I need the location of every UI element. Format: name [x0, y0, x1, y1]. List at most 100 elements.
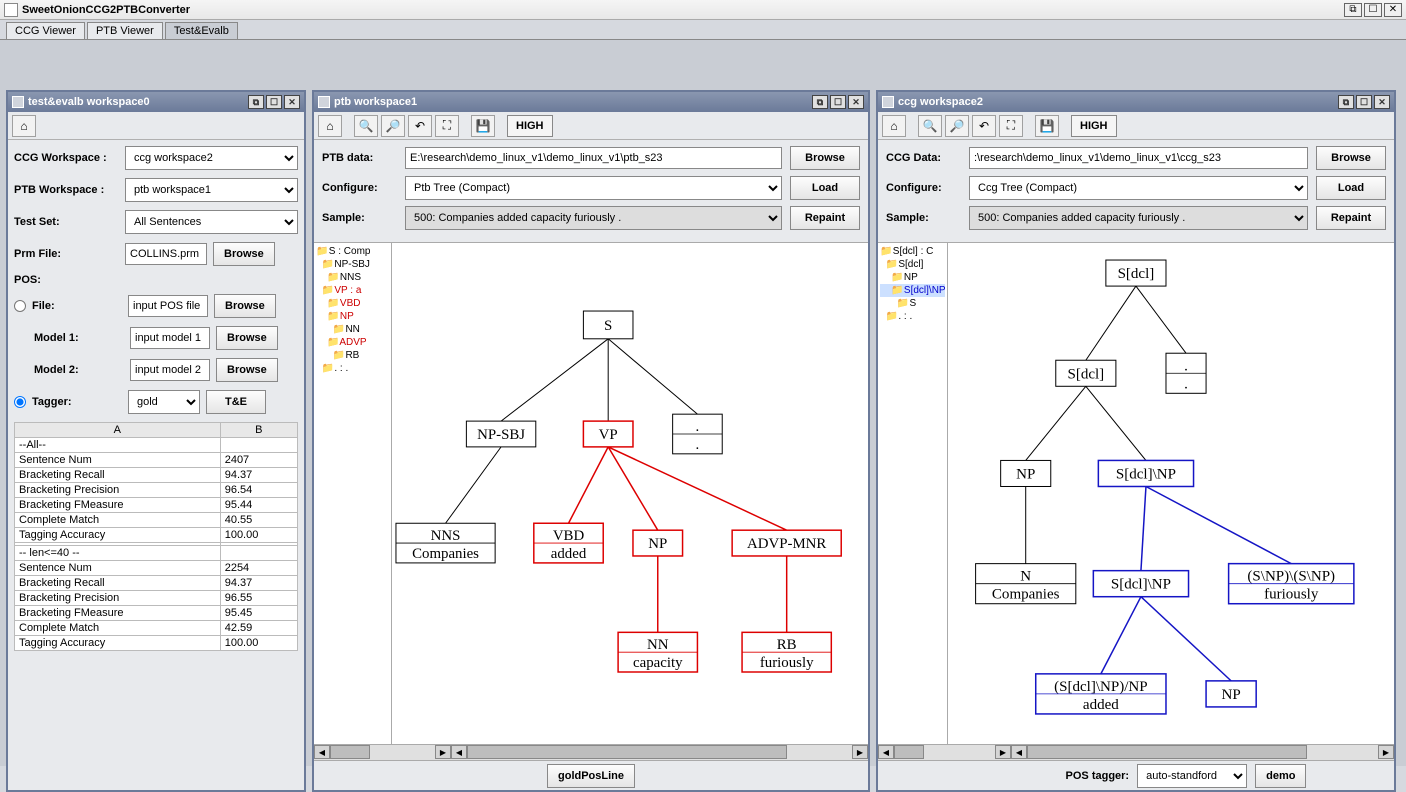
model1-browse-button[interactable]: Browse	[216, 326, 278, 350]
tree-node[interactable]: 📁 NNS	[316, 271, 389, 284]
tree-node[interactable]: 📁 VBD	[316, 297, 389, 310]
ptb-data-input[interactable]	[405, 147, 782, 169]
maximize-icon[interactable]: ☐	[266, 95, 282, 109]
home-icon[interactable]: ⌂	[318, 115, 342, 137]
config-form: CCG Workspace : ccg workspace2 PTB Works…	[8, 140, 304, 657]
tree-outline[interactable]: 📁 S[dcl] : C 📁 S[dcl] 📁 NP 📁 S[dcl]\NP 📁…	[878, 243, 948, 744]
tree-node[interactable]: 📁 . : .	[880, 310, 945, 323]
pos-file-input[interactable]	[128, 295, 208, 317]
table-cell: 2407	[220, 453, 297, 468]
prm-browse-button[interactable]: Browse	[213, 242, 275, 266]
configure-select[interactable]: Ptb Tree (Compact)	[405, 176, 782, 200]
tree-outline[interactable]: 📁 S : Comp 📁 NP-SBJ 📁 NNS 📁 VP : a 📁 VBD…	[314, 243, 392, 744]
tree-node[interactable]: 📁 VP : a	[316, 284, 389, 297]
pos-tagger-select[interactable]: auto-standford	[1137, 764, 1247, 788]
tab-ccg-viewer[interactable]: CCG Viewer	[6, 22, 85, 39]
repaint-button[interactable]: Repaint	[790, 206, 860, 230]
sample-select[interactable]: 500: Companies added capacity furiously …	[969, 206, 1308, 230]
pos-file-browse-button[interactable]: Browse	[214, 294, 276, 318]
sample-select[interactable]: 500: Companies added capacity furiously …	[405, 206, 782, 230]
tab-test-evalb[interactable]: Test&Evalb	[165, 22, 238, 39]
browse-button[interactable]: Browse	[790, 146, 860, 170]
close-icon[interactable]: ✕	[284, 95, 300, 109]
configure-select[interactable]: Ccg Tree (Compact)	[969, 176, 1308, 200]
pos-tagger-radio[interactable]	[14, 396, 26, 408]
workspace-test-evalb: test&evalb workspace0 ⧉ ☐ ✕ ⌂ CCG Worksp…	[6, 90, 306, 792]
tree-node[interactable]: 📁 S[dcl]	[880, 258, 945, 271]
tree-node[interactable]: 📁 RB	[316, 349, 389, 362]
model2-browse-button[interactable]: Browse	[216, 358, 278, 382]
restore-icon[interactable]: ⧉	[248, 95, 264, 109]
model2-input[interactable]	[130, 359, 210, 381]
zoom-out-icon[interactable]: 🔎	[945, 115, 969, 137]
table-cell: 95.44	[220, 498, 297, 513]
fit-icon[interactable]: ⛶	[999, 115, 1023, 137]
test-set-select[interactable]: All Sentences	[125, 210, 298, 234]
ptb-workspace-select[interactable]: ptb workspace1	[125, 178, 298, 202]
zoom-in-icon[interactable]: 🔍	[918, 115, 942, 137]
goldposline-button[interactable]: goldPosLine	[547, 764, 635, 788]
test-eval-button[interactable]: T&E	[206, 390, 266, 414]
scroll-right-icon[interactable]: ▶	[1378, 745, 1394, 759]
scroll-thumb[interactable]	[330, 745, 370, 759]
home-icon[interactable]: ⌂	[882, 115, 906, 137]
table-cell: Bracketing Precision	[15, 483, 221, 498]
ccg-workspace-select[interactable]: ccg workspace2	[125, 146, 298, 170]
demo-button[interactable]: demo	[1255, 764, 1306, 788]
maximize-icon[interactable]: ☐	[1356, 95, 1372, 109]
repaint-button[interactable]: Repaint	[1316, 206, 1386, 230]
scroll-thumb[interactable]	[894, 745, 924, 759]
restore-icon[interactable]: ⧉	[1338, 95, 1354, 109]
undo-icon[interactable]: ↶	[408, 115, 432, 137]
model1-input[interactable]	[130, 327, 210, 349]
scroll-right-icon[interactable]: ▶	[995, 745, 1011, 759]
scroll-thumb[interactable]	[1027, 745, 1307, 759]
fit-icon[interactable]: ⛶	[435, 115, 459, 137]
close-icon[interactable]: ✕	[848, 95, 864, 109]
table-cell: Sentence Num	[15, 453, 221, 468]
browse-button[interactable]: Browse	[1316, 146, 1386, 170]
home-icon[interactable]: ⌂	[12, 115, 36, 137]
save-icon[interactable]: 💾	[1035, 115, 1059, 137]
scroll-horizontal[interactable]: ◀ ▶ ◀ ▶	[878, 744, 1394, 760]
save-icon[interactable]: 💾	[471, 115, 495, 137]
maximize-icon[interactable]: ☐	[830, 95, 846, 109]
high-toggle[interactable]: HIGH	[507, 115, 553, 137]
close-icon[interactable]: ✕	[1384, 3, 1402, 17]
tree-node[interactable]: 📁 S[dcl]\NP	[880, 284, 945, 297]
undo-icon[interactable]: ↶	[972, 115, 996, 137]
zoom-in-icon[interactable]: 🔍	[354, 115, 378, 137]
prm-file-input[interactable]	[125, 243, 207, 265]
pos-file-radio[interactable]	[14, 300, 26, 312]
restore-icon[interactable]: ⧉	[1344, 3, 1362, 17]
tree-node[interactable]: 📁 S[dcl] : C	[880, 245, 945, 258]
scroll-left-icon[interactable]: ◀	[878, 745, 894, 759]
scroll-left-icon[interactable]: ◀	[1011, 745, 1027, 759]
maximize-icon[interactable]: ☐	[1364, 3, 1382, 17]
tree-node[interactable]: 📁 NN	[316, 323, 389, 336]
tree-canvas[interactable]: SNP-SBJVP..NNSCompaniesVBDaddedNPADVP-MN…	[392, 243, 868, 744]
high-toggle[interactable]: HIGH	[1071, 115, 1117, 137]
zoom-out-icon[interactable]: 🔎	[381, 115, 405, 137]
close-icon[interactable]: ✕	[1374, 95, 1390, 109]
tab-ptb-viewer[interactable]: PTB Viewer	[87, 22, 163, 39]
tree-node[interactable]: 📁 . : .	[316, 362, 389, 375]
tree-node[interactable]: 📁 ADVP	[316, 336, 389, 349]
load-button[interactable]: Load	[790, 176, 860, 200]
tree-node[interactable]: 📁 NP	[880, 271, 945, 284]
tree-node[interactable]: 📁 NP-SBJ	[316, 258, 389, 271]
ccg-data-input[interactable]	[969, 147, 1308, 169]
tree-node[interactable]: 📁 S	[880, 297, 945, 310]
scroll-left-icon[interactable]: ◀	[314, 745, 330, 759]
tree-node[interactable]: 📁 S : Comp	[316, 245, 389, 258]
scroll-horizontal[interactable]: ◀ ▶ ◀ ▶	[314, 744, 868, 760]
scroll-thumb[interactable]	[467, 745, 787, 759]
load-button[interactable]: Load	[1316, 176, 1386, 200]
scroll-right-icon[interactable]: ▶	[852, 745, 868, 759]
scroll-left-icon[interactable]: ◀	[451, 745, 467, 759]
restore-icon[interactable]: ⧉	[812, 95, 828, 109]
scroll-right-icon[interactable]: ▶	[435, 745, 451, 759]
tree-node[interactable]: 📁 NP	[316, 310, 389, 323]
tagger-select[interactable]: gold	[128, 390, 200, 414]
tree-canvas[interactable]: S[dcl]S[dcl]..NPS[dcl]\NPNCompaniesS[dcl…	[948, 243, 1394, 744]
